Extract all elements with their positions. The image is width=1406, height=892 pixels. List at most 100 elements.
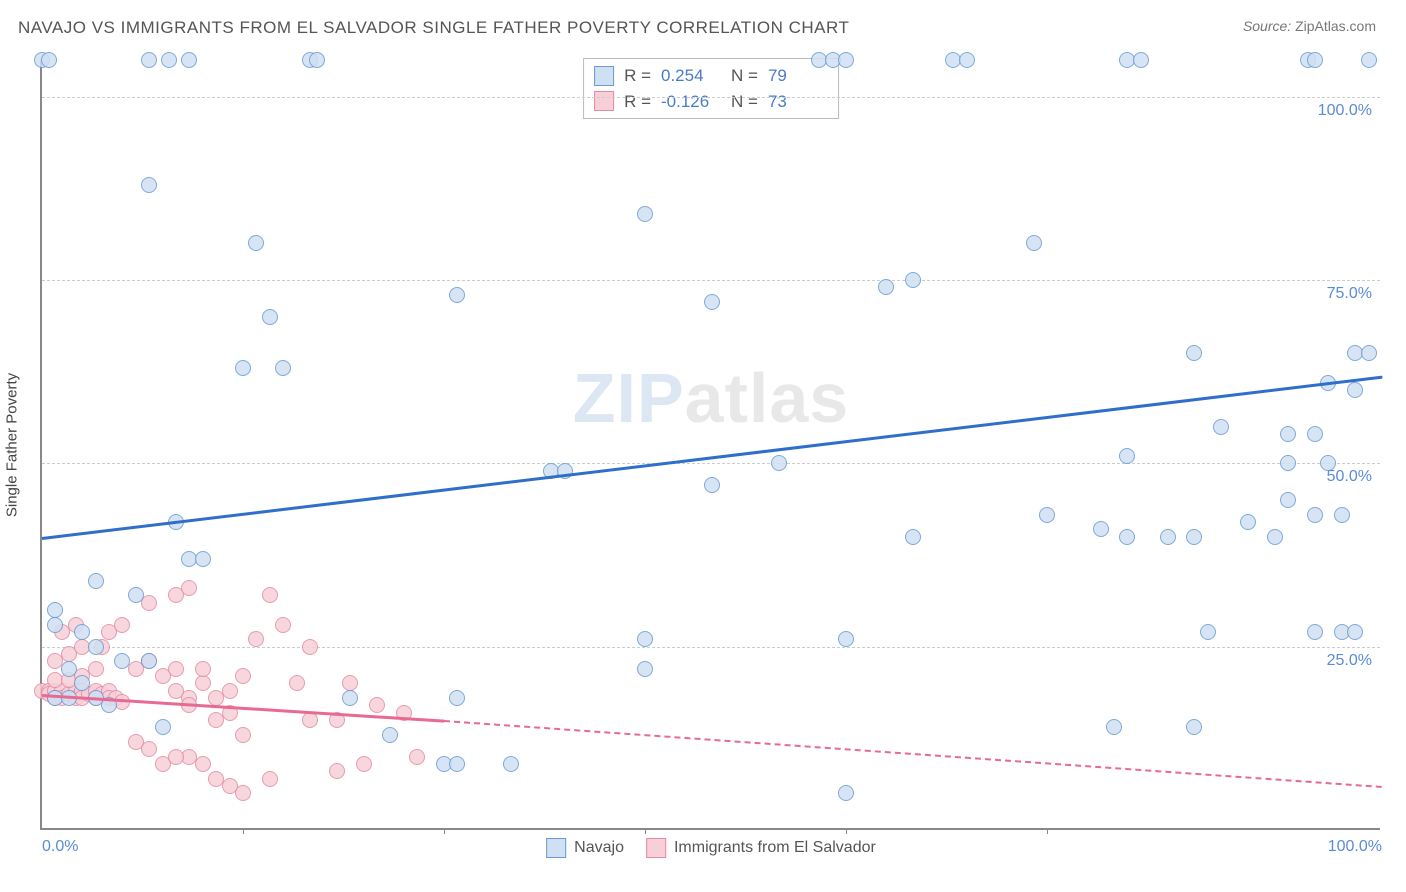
data-point-navajo	[1133, 52, 1149, 68]
data-point-salvador	[248, 631, 264, 647]
n-label: N =	[731, 89, 758, 115]
stats-row-navajo: R = 0.254 N = 79	[594, 63, 828, 89]
data-point-navajo	[1280, 455, 1296, 471]
y-tick-label: 50.0%	[1327, 468, 1372, 486]
data-point-navajo	[1119, 448, 1135, 464]
data-point-salvador	[342, 675, 358, 691]
salvador-n-value: 73	[768, 89, 828, 115]
data-point-navajo	[959, 52, 975, 68]
data-point-salvador	[168, 749, 184, 765]
gridline-horizontal	[42, 280, 1380, 281]
data-point-navajo	[1334, 507, 1350, 523]
data-point-navajo	[1200, 624, 1216, 640]
y-tick-label: 25.0%	[1327, 652, 1372, 670]
data-point-navajo	[88, 573, 104, 589]
salvador-r-value: -0.126	[661, 89, 721, 115]
correlation-stats-box: R = 0.254 N = 79 R = -0.126 N = 73	[583, 58, 839, 119]
data-point-salvador	[302, 639, 318, 655]
data-point-navajo	[141, 52, 157, 68]
data-point-navajo	[1186, 719, 1202, 735]
data-point-salvador	[356, 756, 372, 772]
data-point-navajo	[1361, 345, 1377, 361]
data-point-navajo	[1119, 529, 1135, 545]
data-point-navajo	[47, 602, 63, 618]
x-tick-mark	[846, 828, 847, 834]
data-point-navajo	[128, 587, 144, 603]
data-point-salvador	[369, 697, 385, 713]
r-label: R =	[624, 89, 651, 115]
data-point-navajo	[382, 727, 398, 743]
data-point-navajo	[905, 529, 921, 545]
legend-item-navajo: Navajo	[546, 838, 624, 858]
data-point-navajo	[181, 52, 197, 68]
y-axis-label: Single Father Poverty	[4, 373, 21, 517]
data-point-navajo	[1347, 624, 1363, 640]
data-point-navajo	[1039, 507, 1055, 523]
data-point-navajo	[1307, 426, 1323, 442]
data-point-navajo	[449, 756, 465, 772]
x-tick-mark	[645, 828, 646, 834]
data-point-navajo	[637, 661, 653, 677]
data-point-navajo	[1307, 52, 1323, 68]
data-point-navajo	[1267, 529, 1283, 545]
data-point-navajo	[235, 360, 251, 376]
data-point-navajo	[161, 52, 177, 68]
data-point-navajo	[1160, 529, 1176, 545]
data-point-navajo	[503, 756, 519, 772]
data-point-salvador	[262, 771, 278, 787]
data-point-salvador	[195, 675, 211, 691]
data-point-salvador	[289, 675, 305, 691]
data-point-salvador	[195, 756, 211, 772]
legend: Navajo Immigrants from El Salvador	[546, 838, 876, 858]
data-point-navajo	[838, 785, 854, 801]
navajo-r-value: 0.254	[661, 63, 721, 89]
x-tick-mark	[444, 828, 445, 834]
data-point-navajo	[771, 455, 787, 471]
data-point-salvador	[235, 785, 251, 801]
data-point-salvador	[235, 668, 251, 684]
legend-label-salvador: Immigrants from El Salvador	[674, 839, 876, 857]
x-tick-label: 100.0%	[1328, 838, 1382, 856]
data-point-navajo	[1361, 52, 1377, 68]
n-label: N =	[731, 63, 758, 89]
data-point-navajo	[88, 639, 104, 655]
watermark: ZIPatlas	[573, 358, 849, 438]
gridline-horizontal	[42, 463, 1380, 464]
r-label: R =	[624, 63, 651, 89]
data-point-navajo	[195, 551, 211, 567]
data-point-salvador	[88, 661, 104, 677]
data-point-navajo	[114, 653, 130, 669]
data-point-navajo	[275, 360, 291, 376]
trend-line	[42, 375, 1382, 539]
data-point-navajo	[637, 631, 653, 647]
watermark-zip: ZIP	[573, 359, 685, 437]
data-point-navajo	[1240, 514, 1256, 530]
salvador-swatch	[594, 91, 614, 111]
x-tick-label: 0.0%	[42, 838, 78, 856]
legend-item-salvador: Immigrants from El Salvador	[646, 838, 876, 858]
data-point-navajo	[74, 675, 90, 691]
data-point-navajo	[1347, 382, 1363, 398]
data-point-navajo	[47, 617, 63, 633]
legend-label-navajo: Navajo	[574, 839, 624, 857]
data-point-navajo	[262, 309, 278, 325]
data-point-navajo	[141, 653, 157, 669]
source-label: Source:	[1243, 18, 1291, 34]
data-point-salvador	[114, 617, 130, 633]
y-tick-label: 100.0%	[1318, 102, 1372, 120]
chart-title: NAVAJO VS IMMIGRANTS FROM EL SALVADOR SI…	[18, 18, 849, 38]
data-point-navajo	[41, 52, 57, 68]
x-tick-mark	[1047, 828, 1048, 834]
gridline-horizontal	[42, 97, 1380, 98]
plot-area: ZIPatlas R = 0.254 N = 79 R = -0.126 N =…	[40, 60, 1380, 830]
data-point-navajo	[248, 235, 264, 251]
data-point-salvador	[275, 617, 291, 633]
data-point-navajo	[838, 52, 854, 68]
data-point-navajo	[1307, 624, 1323, 640]
data-point-salvador	[235, 727, 251, 743]
data-point-salvador	[222, 683, 238, 699]
data-point-navajo	[1186, 345, 1202, 361]
data-point-navajo	[1026, 235, 1042, 251]
navajo-swatch	[594, 66, 614, 86]
data-point-navajo	[704, 477, 720, 493]
